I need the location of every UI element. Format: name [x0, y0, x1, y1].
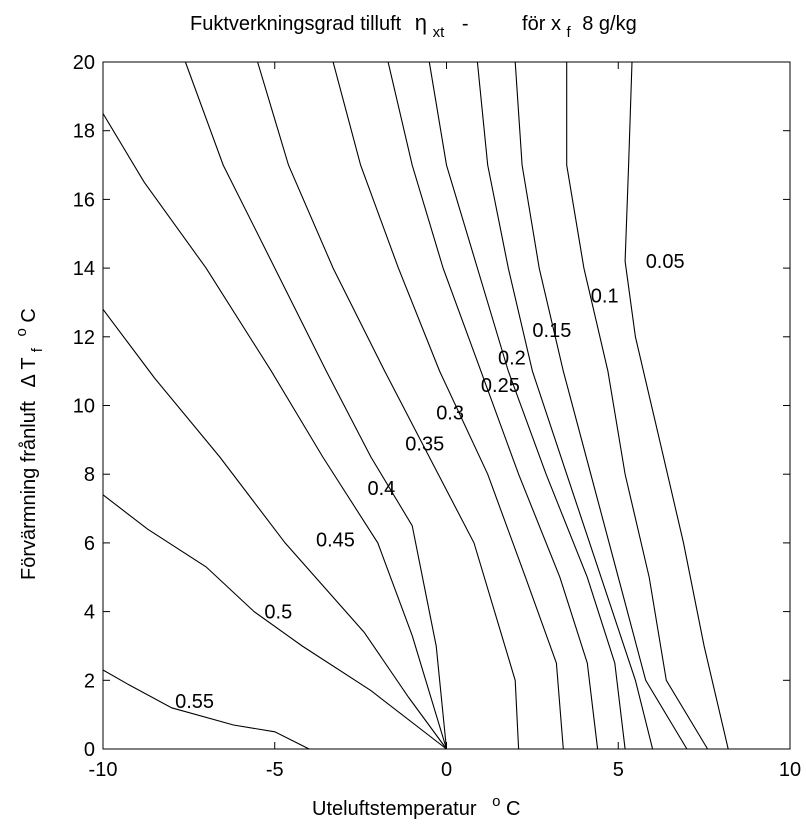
contour-labels: 0.05 0.1 0.15 0.2 0.25 0.3 0.35 0.4 0.45 0.5 0.55 — [175, 251, 685, 713]
contour-line-11 — [102, 494, 447, 750]
y-tick-label-9: 18 — [73, 121, 95, 143]
contour-label-6: 0.35 — [405, 433, 444, 455]
contour-line-1 — [566, 62, 709, 750]
contour-line-2 — [514, 61, 688, 750]
chart-title-dash: - — [462, 13, 469, 35]
y-tick-label-6: 12 — [73, 327, 95, 349]
x-axis-label-text: Uteluftstemperatur — [312, 798, 477, 820]
chart-title-for: för x — [522, 13, 561, 35]
contour-label-10: 0.55 — [175, 691, 214, 713]
y-axis-label-sub: f — [29, 347, 46, 352]
contour-line-4 — [428, 61, 626, 750]
contour-line-12 — [102, 669, 310, 750]
contour-label-2: 0.15 — [532, 320, 571, 342]
chart-title-eta: η — [415, 10, 427, 35]
x-tick-label-3: 5 — [613, 759, 624, 781]
y-tick-label-5: 10 — [73, 396, 95, 418]
y-tick-label-7: 14 — [73, 258, 95, 280]
contour-label-3: 0.2 — [498, 347, 526, 369]
contour-line-10 — [102, 308, 447, 750]
x-tick-label-2: 0 — [441, 759, 452, 781]
contour-line-8 — [184, 61, 448, 750]
chart-title-main: Fuktverkningsgrad tilluft — [190, 13, 402, 35]
y-axis-ticks: 0 2 4 6 8 10 12 14 16 18 20 — [73, 52, 790, 761]
contour-label-9: 0.5 — [264, 602, 292, 624]
x-tick-label-0: -10 — [89, 759, 118, 781]
y-axis-label: Förvärmning frånluft Δ T f o C — [9, 308, 47, 580]
y-axis-label-text: Förvärmning frånluft — [18, 401, 40, 580]
contour-line-7 — [257, 61, 520, 750]
contour-label-5: 0.3 — [436, 402, 464, 424]
contour-label-1: 0.1 — [591, 286, 619, 308]
contour-label-0: 0.05 — [646, 251, 685, 273]
contour-lines — [102, 61, 729, 750]
y-tick-label-2: 4 — [84, 602, 95, 624]
x-tick-label-1: -5 — [266, 759, 284, 781]
contour-line-0 — [624, 61, 729, 750]
contour-line-5 — [387, 61, 599, 750]
x-tick-label-4: 10 — [779, 759, 801, 781]
contour-label-8: 0.45 — [316, 530, 355, 552]
y-axis-label-unit: C — [18, 308, 40, 322]
chart-title: Fuktverkningsgrad tilluft η xt - för x f… — [190, 10, 637, 42]
contour-line-9 — [102, 113, 448, 750]
y-tick-label-3: 6 — [84, 533, 95, 555]
chart-title-tail: 8 g/kg — [582, 13, 636, 35]
y-tick-label-8: 16 — [73, 189, 95, 211]
contour-line-3 — [476, 61, 654, 750]
contour-label-4: 0.25 — [481, 375, 520, 397]
y-tick-label-10: 20 — [73, 52, 95, 74]
chart-title-x-sub: f — [567, 24, 572, 41]
x-axis-label: Uteluftstemperatur o C — [312, 789, 520, 820]
y-axis-label-sup: o — [13, 328, 30, 336]
contour-label-7: 0.4 — [368, 478, 396, 500]
y-axis-label-var: T — [18, 358, 40, 370]
y-tick-label-0: 0 — [84, 739, 95, 761]
chart-title-eta-sub: xt — [433, 24, 446, 41]
contour-line-6 — [332, 61, 564, 750]
x-axis-label-unit: C — [506, 798, 520, 820]
x-axis-label-sup: o — [492, 793, 500, 810]
x-axis-ticks: -10 -5 0 5 10 — [89, 62, 801, 781]
y-tick-label-4: 8 — [84, 464, 95, 486]
y-axis-label-delta: Δ — [18, 374, 40, 387]
y-tick-label-1: 2 — [84, 670, 95, 692]
